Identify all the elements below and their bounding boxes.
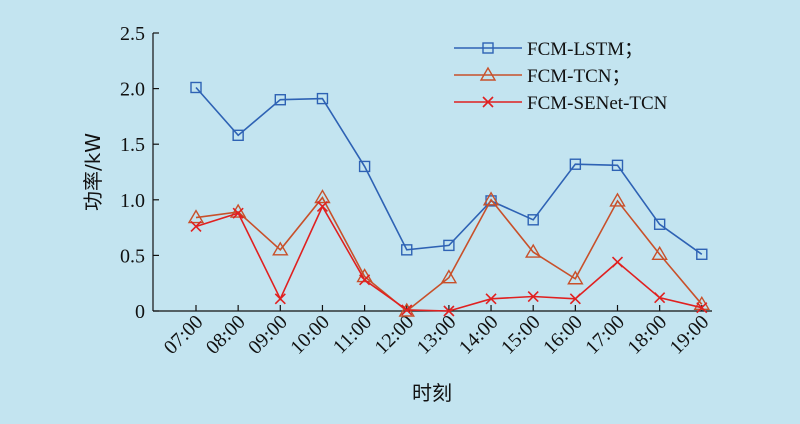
x-tick-label: 07:00: [160, 311, 208, 359]
data-point: [611, 256, 624, 268]
series-line: [195, 86, 703, 255]
data-point: [485, 293, 497, 305]
data-point: [527, 214, 539, 226]
data-point: [359, 274, 371, 286]
data-point: [358, 160, 371, 173]
y-tick-label: 0.5: [120, 245, 145, 267]
data-point: [190, 220, 202, 233]
data-point: [696, 302, 708, 314]
series-line: [195, 204, 702, 312]
data-point: [653, 218, 666, 230]
data-point: [232, 129, 244, 142]
y-tick-label: 2.0: [120, 79, 145, 101]
series-0: [190, 81, 708, 260]
data-point: [443, 305, 455, 317]
x-tick-label: 10:00: [286, 311, 334, 359]
data-point: [696, 248, 708, 260]
x-ticks: 07:0008:0009:0010:0011:0012:0013:0014:00…: [160, 305, 714, 359]
data-point: [611, 159, 624, 172]
data-point: [527, 290, 539, 303]
y-tick-label: 2.5: [120, 23, 145, 45]
data-point: [187, 209, 205, 224]
x-tick-label: 18:00: [623, 311, 671, 359]
series-1: [187, 189, 711, 317]
legend-label: FCM-TCN；: [527, 66, 630, 87]
x-axis-title: 时刻: [412, 381, 452, 405]
data-point: [232, 207, 244, 219]
data-point: [190, 81, 202, 94]
data-point: [524, 243, 542, 258]
x-tick-label: 08:00: [202, 311, 250, 359]
data-point: [401, 304, 413, 316]
legend-item: FCM-SENet-TCN: [454, 93, 668, 114]
chart-legend: FCM-LSTM； FCM-TCN； FCM-SENet-TCN: [454, 39, 668, 114]
data-point: [567, 270, 584, 285]
data-point: [654, 292, 666, 304]
x-tick-label: 13:00: [413, 311, 461, 359]
y-tick-label: 1.5: [120, 134, 145, 156]
data-point: [482, 191, 500, 206]
x-tick-label: 09:00: [244, 311, 292, 359]
y-axis-title: 功率/kW: [81, 133, 105, 211]
legend-item: FCM-TCN；: [454, 66, 630, 87]
data-point: [569, 293, 581, 305]
data-point: [401, 244, 413, 256]
x-tick-label: 16:00: [539, 311, 587, 359]
y-tick-label: 0: [135, 301, 145, 323]
x-tick-label: 14:00: [455, 311, 503, 359]
data-point: [609, 192, 626, 207]
data-point: [569, 158, 582, 170]
x-tick-label: 11:00: [329, 311, 376, 358]
data-point: [316, 92, 329, 105]
data-point: [274, 293, 286, 305]
data-point: [314, 189, 331, 204]
data-point: [272, 241, 289, 256]
data-point: [274, 94, 286, 106]
legend-label: FCM-SENet-TCN: [527, 93, 668, 114]
series-line: [195, 196, 703, 313]
x-tick-label: 12:00: [371, 311, 419, 359]
y-tick-label: 1.0: [120, 190, 145, 212]
data-point: [440, 269, 458, 284]
data-point: [443, 239, 455, 252]
x-tick-label: 19:00: [666, 311, 714, 359]
x-tick-label: 15:00: [497, 311, 545, 359]
data-point: [651, 245, 668, 260]
legend-item: FCM-LSTM；: [454, 39, 643, 60]
data-point: [316, 200, 329, 213]
legend-marker: [482, 96, 494, 108]
series-2: [190, 200, 708, 317]
data-point: [229, 203, 247, 218]
x-tick-label: 17:00: [581, 311, 629, 359]
legend-label: FCM-LSTM；: [527, 39, 643, 60]
chart-series: [187, 81, 711, 317]
legend-marker: [482, 42, 494, 54]
y-ticks: 0 0.5 1.0 1.5 2.0 2.5: [120, 23, 159, 323]
legend-marker: [479, 66, 497, 81]
